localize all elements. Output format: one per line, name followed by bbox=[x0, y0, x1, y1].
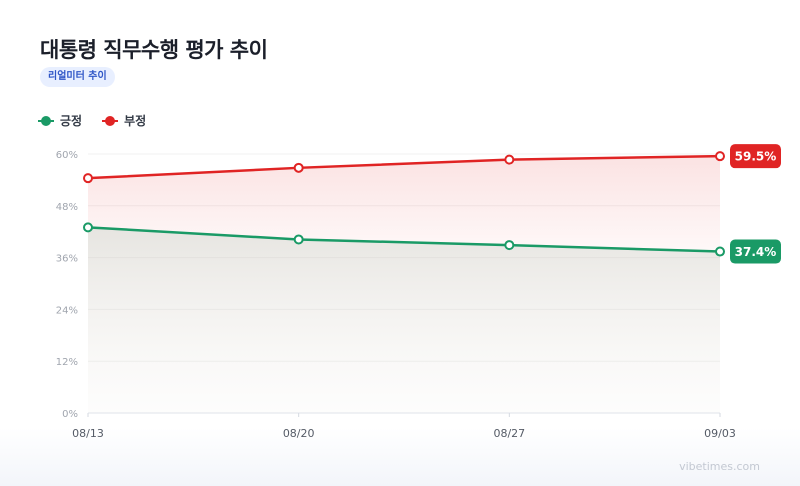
area-negative bbox=[88, 156, 720, 252]
legend-label-positive: 긍정 bbox=[60, 114, 83, 128]
watermark: vibetimes.com bbox=[679, 460, 760, 473]
data-point bbox=[504, 154, 515, 165]
y-tick-label: 12% bbox=[56, 357, 78, 368]
legend-item-positive: 긍정 bbox=[38, 112, 82, 129]
end-label-bg bbox=[730, 239, 781, 264]
x-tick-label: 08/20 bbox=[283, 427, 315, 440]
y-tick-label: 48% bbox=[56, 202, 78, 213]
data-point bbox=[293, 234, 304, 245]
data-point bbox=[83, 173, 93, 184]
legend-swatch-negative bbox=[102, 115, 119, 126]
series-line-negative bbox=[86, 154, 722, 180]
legend-swatch-positive bbox=[38, 115, 54, 126]
data-point bbox=[83, 222, 93, 233]
area-positive bbox=[88, 227, 720, 413]
source-badge: 리얼미터 추이 bbox=[40, 67, 115, 87]
end-label-positive: 37.4% bbox=[730, 239, 781, 264]
data-point bbox=[715, 151, 725, 162]
end-label-negative: 59.5% bbox=[730, 144, 781, 169]
y-tick-label: 36% bbox=[56, 254, 78, 265]
x-tick-label: 08/27 bbox=[493, 427, 525, 440]
y-tick-label: 0% bbox=[62, 409, 78, 420]
end-label-text: 59.5% bbox=[735, 150, 777, 164]
legend-item-negative: 부정 bbox=[102, 112, 146, 129]
axis-labels: 0% 12% 24% 36% 48% 60% 08/13 08/20 08/27 09/03 37.… bbox=[56, 144, 781, 440]
end-label-text: 37.4% bbox=[735, 245, 777, 259]
end-label-bg bbox=[730, 144, 781, 169]
series-line-positive bbox=[86, 226, 722, 253]
series-points bbox=[83, 151, 725, 257]
legend: 긍정 부정 bbox=[38, 112, 146, 129]
page-title: 대통령 직무수행 평가 추이 bbox=[40, 38, 268, 62]
data-point bbox=[504, 240, 515, 251]
y-tick-label: 60% bbox=[56, 150, 78, 161]
areas bbox=[88, 156, 720, 413]
legend-label-negative: 부정 bbox=[124, 114, 147, 128]
data-point bbox=[293, 162, 304, 173]
data-point bbox=[715, 246, 725, 257]
y-tick-label: 24% bbox=[56, 305, 78, 316]
x-tick-label: 09/03 bbox=[704, 427, 736, 440]
x-tick-label: 08/13 bbox=[72, 427, 104, 440]
series-lines bbox=[86, 154, 722, 253]
